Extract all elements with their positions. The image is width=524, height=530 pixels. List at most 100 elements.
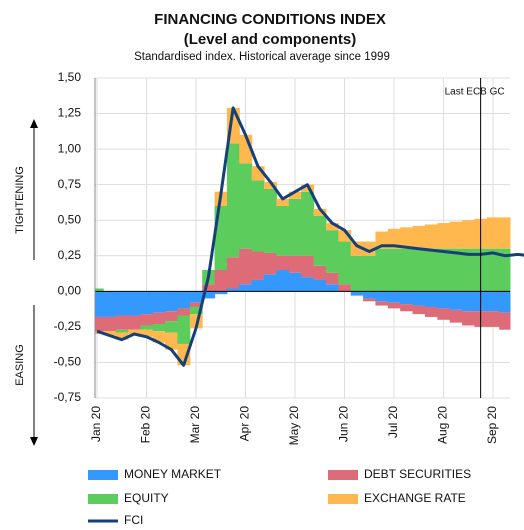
area-segment <box>313 279 327 292</box>
area-segment <box>202 291 216 299</box>
area-segment <box>462 311 475 326</box>
area-segment <box>449 309 463 323</box>
area-segment <box>375 291 389 302</box>
area-segment <box>499 217 511 249</box>
legend-label: DEBT SECURITIES <box>364 467 471 481</box>
area-segment <box>325 230 339 273</box>
area-segment <box>251 180 265 252</box>
area-segment <box>226 143 240 258</box>
y-tick-label: 0,00 <box>58 284 82 298</box>
area-segment <box>140 291 154 315</box>
area-segment <box>288 255 302 273</box>
y-tick-label: 0,25 <box>58 248 82 262</box>
area-segment <box>103 331 117 336</box>
legend-label: MONEY MARKET <box>124 467 222 481</box>
area-segment <box>363 255 376 292</box>
area-segment <box>214 270 228 292</box>
area-segment <box>165 311 178 322</box>
area-segment <box>115 332 129 340</box>
x-tick-label: Mar 20 <box>188 406 202 444</box>
area-segment <box>313 265 327 280</box>
area-segment <box>338 230 352 242</box>
x-tick-label: Sep 20 <box>485 406 499 444</box>
area-segment <box>387 291 401 303</box>
x-tick-label: Feb 20 <box>139 406 153 444</box>
arrow-down-head <box>30 437 38 446</box>
x-tick-label: Apr 20 <box>238 406 252 442</box>
legend-swatch <box>88 494 118 504</box>
area-segment <box>363 298 376 302</box>
y-tick-label: 1,25 <box>58 106 82 120</box>
legend-swatch <box>328 494 358 504</box>
area-segment <box>486 311 500 327</box>
area-segment <box>462 220 475 249</box>
area-segment <box>177 308 191 316</box>
area-segment <box>424 248 438 292</box>
area-segment <box>400 291 414 305</box>
area-segment <box>140 329 154 337</box>
area-segment <box>226 257 240 289</box>
annotation: Last ECB GC <box>445 87 505 98</box>
area-segment <box>202 284 216 292</box>
area-segment <box>412 248 426 292</box>
chart-note: Standardised index. Historical average s… <box>134 51 390 63</box>
area-segment <box>165 332 178 350</box>
area-segment <box>400 227 414 249</box>
area-segment <box>177 315 191 344</box>
area-segment <box>313 215 327 266</box>
area-segment <box>115 291 129 316</box>
chart-subtitle: (Level and components) <box>184 31 357 48</box>
area-segment <box>301 277 315 292</box>
area-segment <box>387 302 401 309</box>
x-tick-label: Jun 20 <box>337 406 351 442</box>
area-segment <box>412 225 426 249</box>
y-tick-label: 0,50 <box>58 212 82 226</box>
area-segment <box>226 288 240 292</box>
area-segment <box>412 291 426 306</box>
area-segment <box>375 301 389 306</box>
area-segment <box>152 324 166 332</box>
area-segment <box>387 228 401 249</box>
area-segment <box>276 270 290 292</box>
area-segment <box>449 248 463 292</box>
arrow-up-head <box>30 119 38 128</box>
area-segment <box>499 291 511 313</box>
area-segment <box>288 198 302 256</box>
area-segment <box>264 181 277 189</box>
area-segment <box>264 252 277 275</box>
area-segment <box>437 248 451 292</box>
area-segment <box>437 308 451 320</box>
fci-line <box>96 106 524 367</box>
area-segment <box>424 291 438 307</box>
area-segment <box>313 208 327 216</box>
y-tick-label: 1,00 <box>58 141 82 155</box>
area-segment <box>127 329 141 334</box>
lower-label: EASING <box>14 344 26 386</box>
area-segment <box>214 291 228 295</box>
area-segment <box>177 291 191 309</box>
area-segment <box>325 284 339 292</box>
area-segment <box>152 291 166 313</box>
area-segment <box>412 305 426 315</box>
legend-swatch <box>88 470 118 480</box>
area-segment <box>264 274 277 292</box>
area-segment <box>350 291 364 296</box>
x-tick-label: Jan 20 <box>89 406 103 442</box>
area-segment <box>276 198 290 206</box>
area-segment <box>338 241 352 285</box>
area-segment <box>95 288 104 292</box>
area-segment <box>301 191 315 256</box>
area-segment <box>400 304 414 312</box>
area-segment <box>499 312 511 330</box>
area-segment <box>486 248 500 292</box>
area-segment <box>462 248 475 292</box>
area-segment <box>115 315 129 330</box>
area-segment <box>350 255 364 292</box>
area-segment <box>152 312 166 325</box>
area-segment <box>103 316 117 332</box>
area-segment <box>189 306 203 315</box>
area-segment <box>301 255 315 278</box>
area-segment <box>437 223 451 249</box>
chart-title: FINANCING CONDITIONS INDEX <box>154 11 386 28</box>
